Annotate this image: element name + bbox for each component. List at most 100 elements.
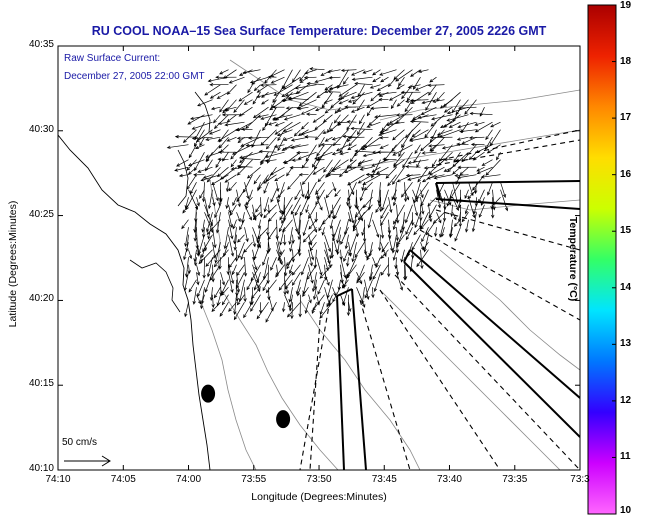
transect-solid-4 [403,261,580,438]
current-vector [316,197,323,211]
current-vector [410,69,421,77]
current-vector [449,227,453,238]
current-vector [284,279,289,295]
current-vector [270,69,285,77]
current-vector [381,242,389,253]
current-vector [433,174,453,180]
current-vector [277,249,285,261]
current-vector [220,272,226,286]
current-vector [395,227,400,242]
current-vector [258,149,277,154]
current-vector [398,77,405,87]
colorbar-tick-label: 15 [620,225,632,237]
current-vector [312,159,317,168]
current-vector [354,81,373,86]
current-vector [324,249,332,269]
current-vector [228,204,232,214]
current-vector [392,144,413,156]
current-vector [318,219,325,232]
current-vector [333,204,341,220]
current-vector [284,151,301,165]
current-vector [404,189,410,201]
current-vector [202,174,213,179]
current-vector [367,212,373,229]
current-vector [372,69,381,76]
current-vector [444,189,452,206]
current-vector [186,174,197,190]
current-vector [352,212,365,232]
current-vector [241,127,253,132]
current-vector [233,302,245,321]
current-vector [474,121,493,133]
current-vector [233,234,237,251]
current-vector [446,114,469,122]
current-vector [215,212,221,234]
y-axis-label: Latitude (Degrees:Minutes) [7,200,19,328]
current-vector [410,249,415,259]
current-vector [256,227,261,244]
current-vector [282,219,293,233]
current-vector [430,114,445,127]
current-vector [222,242,229,258]
current-vector [387,174,397,187]
current-vector [296,287,301,297]
current-vector [224,174,237,183]
current-vector [277,182,285,204]
current-vector [364,249,369,260]
current-vector [226,257,230,275]
transect-dashed-6 [379,289,501,470]
current-vector [332,287,341,303]
current-vector [379,129,389,134]
current-vector [322,114,333,123]
current-vector [201,182,206,203]
current-vector [422,241,429,251]
current-vector [314,129,325,141]
current-vector [208,129,221,135]
current-vector [434,227,438,238]
current-vector [456,142,469,147]
current-vector [431,159,437,168]
current-vector [274,121,285,127]
current-vector [236,294,245,306]
current-vector [223,227,229,250]
current-vector [465,219,469,233]
current-vector [316,91,325,99]
current-vector [196,197,200,207]
current-vector [217,157,229,162]
current-vector [373,272,381,293]
current-vector [339,151,349,156]
current-vector [290,144,309,150]
current-vector [294,204,301,217]
y-tick-label: 40:15 [28,378,54,390]
current-vector [490,121,501,128]
current-vector [332,287,337,297]
current-vector [368,114,381,126]
current-vector [263,174,277,184]
current-vector [350,91,373,99]
current-vector [221,286,229,296]
current-vector [428,204,437,219]
current-vector [176,159,189,167]
current-vector [405,165,421,169]
current-vector [218,197,222,207]
current-vector [420,219,429,230]
current-vector [301,159,309,169]
current-vector [348,165,365,169]
current-vector [381,121,389,132]
current-vector [344,234,349,250]
current-vector [315,189,325,206]
current-vector [302,226,317,243]
current-vector [257,272,269,289]
current-vector [407,174,429,181]
current-vector [490,197,494,210]
current-vector [436,189,442,209]
current-vector [356,287,366,308]
current-vector [308,294,312,304]
current-vector [411,114,429,122]
current-vector [197,234,205,255]
current-vector [281,302,286,313]
current-vector [479,107,485,117]
current-vector [317,279,325,295]
current-vector [474,121,485,126]
current-vector [322,211,333,225]
